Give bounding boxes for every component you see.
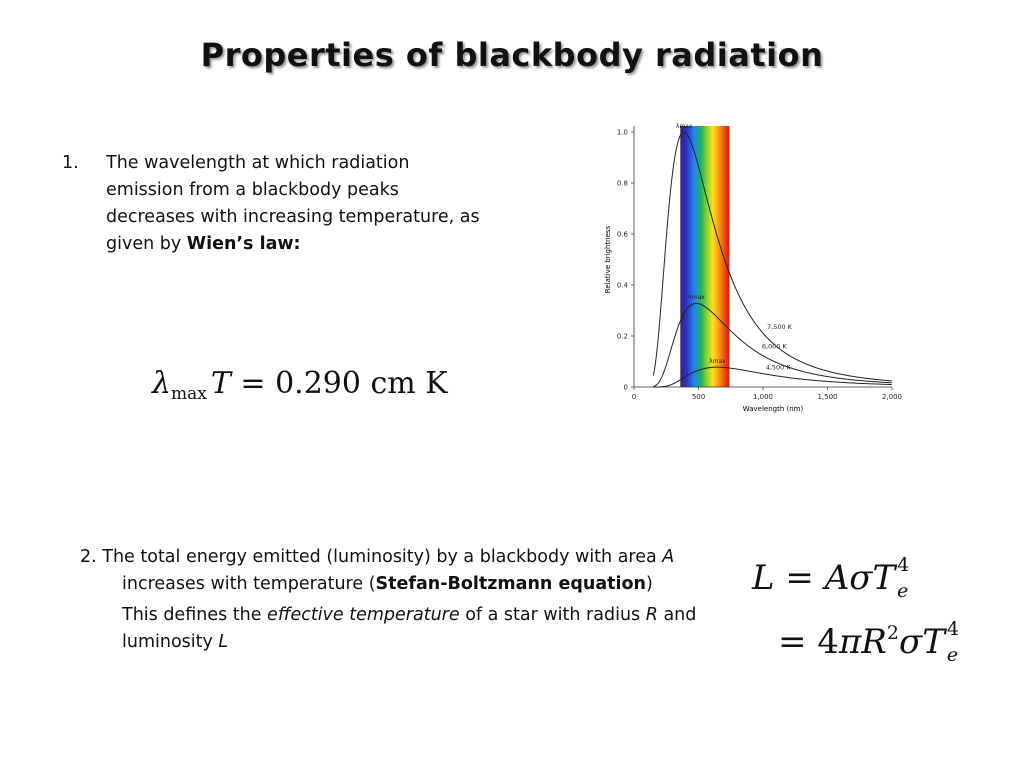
effective-temperature-term: effective temperature [267, 605, 460, 625]
radius-symbol: R [645, 605, 658, 625]
lambda-max-label: λmax [709, 358, 726, 365]
x-tick-label: 0 [632, 393, 636, 401]
eq-T: T [872, 558, 896, 598]
x-axis-label: Wavelength (nm) [743, 405, 804, 413]
series-label: 4,500 K [766, 363, 792, 371]
point-2-suffix: ) [646, 574, 653, 594]
eq2-sigma: σ [899, 622, 923, 662]
stefan-boltzmann-equation: L = AσT 4 e [752, 554, 913, 602]
curve-6000k [653, 302, 892, 388]
eq2-T: T [922, 622, 945, 662]
point-2-middle: increases with temperature ( [122, 574, 376, 594]
area-symbol: A [662, 547, 675, 567]
y-tick-label: 0.6 [617, 231, 629, 239]
wien-lambda: λ [152, 366, 172, 401]
visible-spectrum-band [680, 126, 730, 387]
y-tick-label: 0.2 [617, 333, 628, 341]
point-1-number: 1. [62, 153, 79, 173]
curve-7500k [652, 131, 892, 382]
wien-equation: λmax T = 0.290 cm K [152, 366, 448, 404]
luminosity-symbol: L [218, 632, 229, 652]
eq2-equals-four: = 4 [778, 622, 839, 662]
eq-equals: = [774, 558, 825, 598]
series-label: 7,500 K [767, 323, 793, 331]
lambda-max-label: λmax [688, 294, 705, 301]
eq2-R-exponent: 2 [886, 622, 899, 644]
sub-b: of a star with radius [459, 605, 646, 625]
sub-a: This defines the [122, 605, 268, 625]
point-2: 2. The total energy emitted (luminosity)… [80, 544, 730, 656]
eq2-T-subscript: e [946, 644, 959, 666]
y-tick-label: 0 [624, 384, 628, 392]
eq-T-subscript: e [897, 580, 909, 602]
sub-c: and luminosity [122, 605, 697, 652]
point-1-text: The wavelength at which radiation emissi… [106, 150, 482, 258]
slide-title: Properties of blackbody radiation [200, 36, 824, 74]
eq-T-exponent: 4 [897, 554, 910, 576]
x-tick-label: 500 [692, 393, 705, 401]
eq2-pi: π [838, 622, 862, 662]
blackbody-chart: 0 500 1,000 1,500 2,000 0 0.2 0.4 0.6 0.8 1.0 7,50… [604, 123, 902, 413]
x-tick-label: 1,000 [753, 393, 773, 401]
point-1: 1. The wavelength at which radiation emi… [62, 150, 482, 258]
y-axis-label: Relative brightness [604, 225, 612, 293]
curve-4500k [653, 366, 892, 388]
eq-A: A [824, 558, 850, 598]
series-label: 6,000 K [762, 343, 788, 351]
eq2-R: R [861, 622, 887, 662]
wien-constant: = 0.290 cm K [230, 366, 448, 401]
lambda-max-label: λmax [676, 123, 693, 130]
wien-lambda-sub: max [171, 384, 207, 404]
point-2-subtext: This defines the effective temperature o… [80, 602, 730, 656]
eq2-T-exponent: 4 [946, 618, 959, 640]
wien-temperature: T [210, 366, 231, 401]
eq-L: L [752, 558, 775, 598]
stefan-boltzmann-label: Stefan-Boltzmann equation [375, 574, 646, 594]
x-tick-label: 1,500 [817, 393, 837, 401]
y-tick-label: 0.4 [617, 282, 629, 290]
y-tick-label: 0.8 [617, 180, 628, 188]
wiens-law-label: Wien’s law: [186, 234, 301, 254]
eq-sigma: σ [849, 558, 873, 598]
y-tick-label: 1.0 [617, 129, 628, 137]
x-tick-label: 2,000 [882, 393, 902, 401]
stefan-boltzmann-equation-line2: = 4πR2σT 4 e [778, 618, 963, 666]
point-2-body: 2. The total energy emitted (luminosity)… [80, 547, 663, 567]
point-2-text: 2. The total energy emitted (luminosity)… [80, 544, 730, 598]
point-1-body: The wavelength at which radiation emissi… [106, 153, 480, 254]
